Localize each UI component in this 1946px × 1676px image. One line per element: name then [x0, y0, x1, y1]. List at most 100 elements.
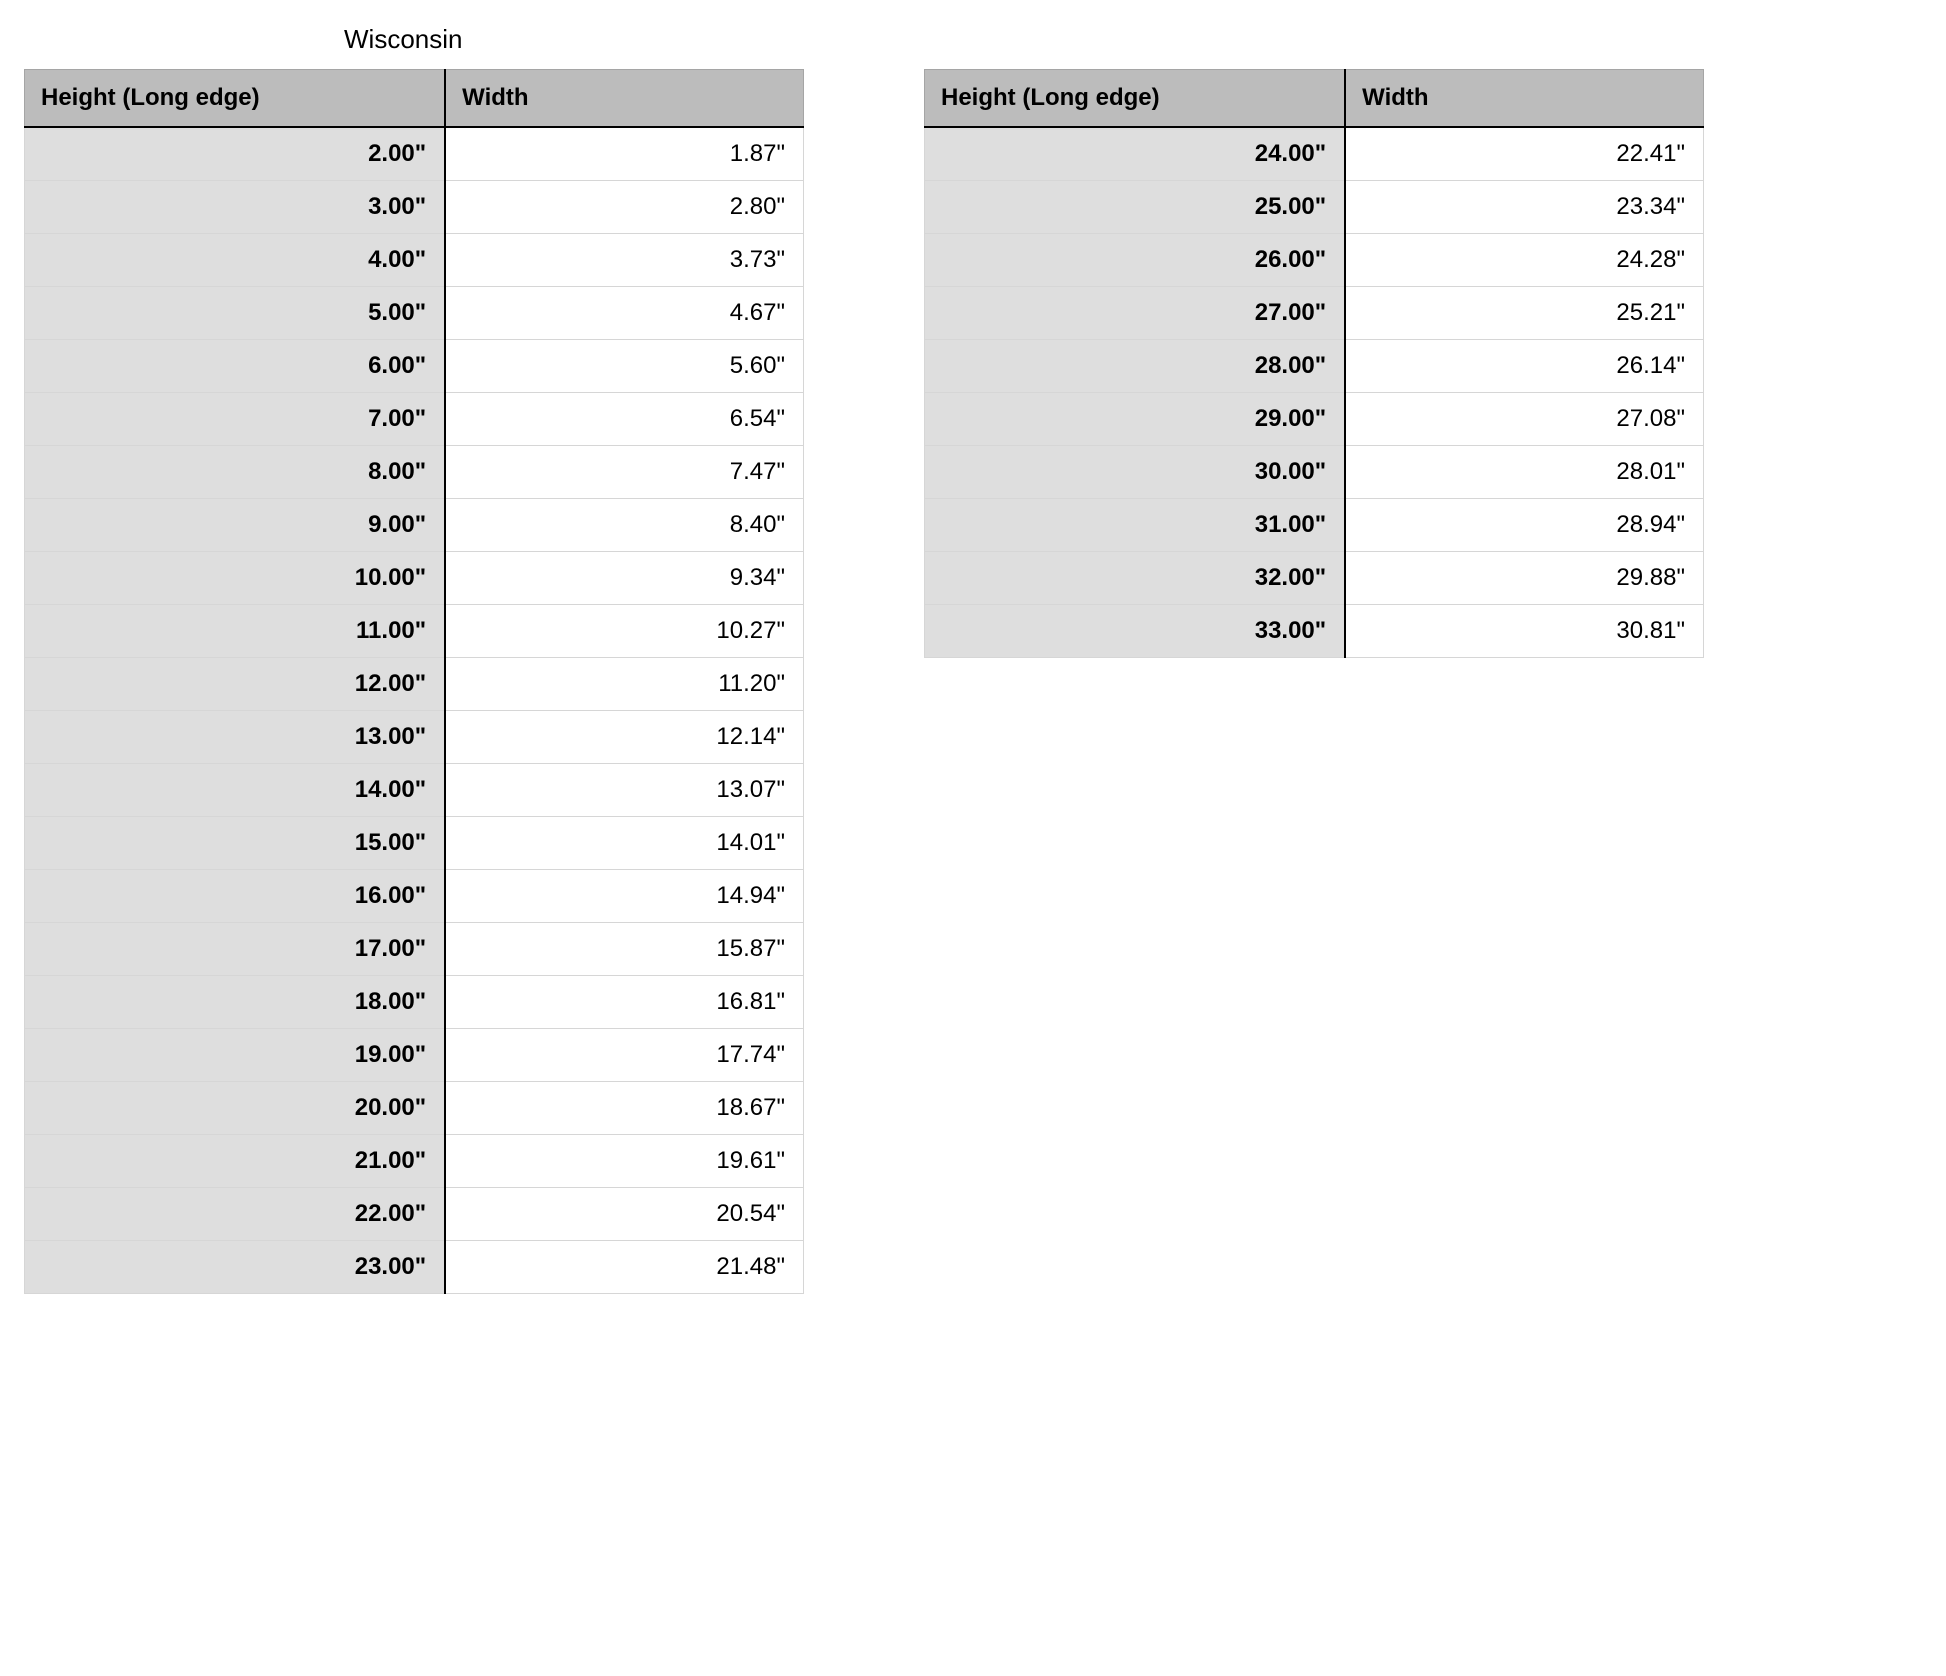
table-row: 15.00"14.01" [25, 817, 804, 870]
table-left-block: Height (Long edge) Width 2.00"1.87"3.00"… [24, 69, 804, 1294]
width-cell: 28.01" [1345, 446, 1703, 499]
header-height: Height (Long edge) [25, 70, 446, 128]
height-cell: 29.00" [925, 393, 1346, 446]
table-row: 13.00"12.14" [25, 711, 804, 764]
width-cell: 15.87" [445, 923, 803, 976]
width-cell: 29.88" [1345, 552, 1703, 605]
dimensions-table-right: Height (Long edge) Width 24.00"22.41"25.… [924, 69, 1704, 658]
table-row: 25.00"23.34" [925, 181, 1704, 234]
width-cell: 1.87" [445, 127, 803, 181]
table-row: 22.00"20.54" [25, 1188, 804, 1241]
width-cell: 13.07" [445, 764, 803, 817]
width-cell: 14.01" [445, 817, 803, 870]
height-cell: 33.00" [925, 605, 1346, 658]
height-cell: 14.00" [25, 764, 446, 817]
dimensions-table-left: Height (Long edge) Width 2.00"1.87"3.00"… [24, 69, 804, 1294]
width-cell: 4.67" [445, 287, 803, 340]
width-cell: 6.54" [445, 393, 803, 446]
width-cell: 25.21" [1345, 287, 1703, 340]
width-cell: 20.54" [445, 1188, 803, 1241]
height-cell: 7.00" [25, 393, 446, 446]
table-row: 3.00"2.80" [25, 181, 804, 234]
tables-container: Height (Long edge) Width 2.00"1.87"3.00"… [24, 69, 1922, 1294]
height-cell: 17.00" [25, 923, 446, 976]
width-cell: 7.47" [445, 446, 803, 499]
table-header-row: Height (Long edge) Width [25, 70, 804, 128]
table-row: 4.00"3.73" [25, 234, 804, 287]
table-row: 30.00"28.01" [925, 446, 1704, 499]
height-cell: 20.00" [25, 1082, 446, 1135]
width-cell: 10.27" [445, 605, 803, 658]
height-cell: 10.00" [25, 552, 446, 605]
table-header-row: Height (Long edge) Width [925, 70, 1704, 128]
height-cell: 8.00" [25, 446, 446, 499]
height-cell: 22.00" [25, 1188, 446, 1241]
table-row: 23.00"21.48" [25, 1241, 804, 1294]
height-cell: 5.00" [25, 287, 446, 340]
height-cell: 2.00" [25, 127, 446, 181]
width-cell: 16.81" [445, 976, 803, 1029]
table-row: 27.00"25.21" [925, 287, 1704, 340]
height-cell: 16.00" [25, 870, 446, 923]
height-cell: 27.00" [925, 287, 1346, 340]
height-cell: 4.00" [25, 234, 446, 287]
width-cell: 12.14" [445, 711, 803, 764]
table-row: 14.00"13.07" [25, 764, 804, 817]
width-cell: 21.48" [445, 1241, 803, 1294]
table-row: 7.00"6.54" [25, 393, 804, 446]
header-height: Height (Long edge) [925, 70, 1346, 128]
height-cell: 19.00" [25, 1029, 446, 1082]
width-cell: 27.08" [1345, 393, 1703, 446]
width-cell: 8.40" [445, 499, 803, 552]
width-cell: 24.28" [1345, 234, 1703, 287]
width-cell: 28.94" [1345, 499, 1703, 552]
table-row: 20.00"18.67" [25, 1082, 804, 1135]
table-row: 8.00"7.47" [25, 446, 804, 499]
table-row: 18.00"16.81" [25, 976, 804, 1029]
height-cell: 24.00" [925, 127, 1346, 181]
height-cell: 11.00" [25, 605, 446, 658]
table-row: 6.00"5.60" [25, 340, 804, 393]
table-row: 21.00"19.61" [25, 1135, 804, 1188]
table-row: 26.00"24.28" [925, 234, 1704, 287]
table-row: 31.00"28.94" [925, 499, 1704, 552]
header-width: Width [445, 70, 803, 128]
table-right-block: Height (Long edge) Width 24.00"22.41"25.… [924, 69, 1704, 658]
height-cell: 9.00" [25, 499, 446, 552]
width-cell: 18.67" [445, 1082, 803, 1135]
height-cell: 15.00" [25, 817, 446, 870]
table-row: 32.00"29.88" [925, 552, 1704, 605]
width-cell: 19.61" [445, 1135, 803, 1188]
width-cell: 14.94" [445, 870, 803, 923]
table-row: 19.00"17.74" [25, 1029, 804, 1082]
height-cell: 30.00" [925, 446, 1346, 499]
table-row: 5.00"4.67" [25, 287, 804, 340]
height-cell: 6.00" [25, 340, 446, 393]
width-cell: 30.81" [1345, 605, 1703, 658]
table-row: 28.00"26.14" [925, 340, 1704, 393]
height-cell: 3.00" [25, 181, 446, 234]
width-cell: 9.34" [445, 552, 803, 605]
table-row: 16.00"14.94" [25, 870, 804, 923]
height-cell: 26.00" [925, 234, 1346, 287]
height-cell: 18.00" [25, 976, 446, 1029]
height-cell: 25.00" [925, 181, 1346, 234]
width-cell: 2.80" [445, 181, 803, 234]
table-row: 24.00"22.41" [925, 127, 1704, 181]
table-row: 33.00"30.81" [925, 605, 1704, 658]
width-cell: 23.34" [1345, 181, 1703, 234]
height-cell: 31.00" [925, 499, 1346, 552]
page-title: Wisconsin [344, 24, 1922, 55]
table-row: 12.00"11.20" [25, 658, 804, 711]
table-row: 17.00"15.87" [25, 923, 804, 976]
width-cell: 26.14" [1345, 340, 1703, 393]
table-row: 11.00"10.27" [25, 605, 804, 658]
height-cell: 12.00" [25, 658, 446, 711]
height-cell: 28.00" [925, 340, 1346, 393]
height-cell: 32.00" [925, 552, 1346, 605]
width-cell: 3.73" [445, 234, 803, 287]
table-row: 2.00"1.87" [25, 127, 804, 181]
table-row: 29.00"27.08" [925, 393, 1704, 446]
table-row: 9.00"8.40" [25, 499, 804, 552]
width-cell: 5.60" [445, 340, 803, 393]
